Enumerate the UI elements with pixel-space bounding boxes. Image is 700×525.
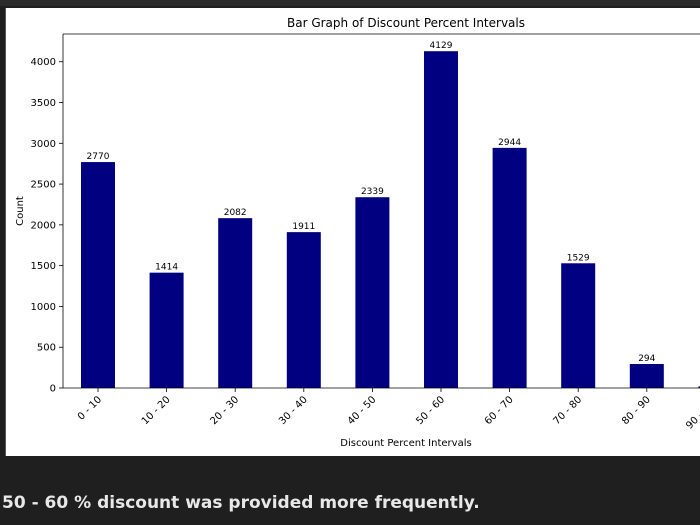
y-tick-label: 1000 xyxy=(31,302,56,313)
y-tick-label: 500 xyxy=(37,343,56,354)
x-tick-label: 80 - 90 xyxy=(620,394,653,427)
bar-20-30 xyxy=(218,218,253,388)
bar-60-70 xyxy=(492,147,527,388)
bar-50-60 xyxy=(424,51,458,388)
bar-90-100 xyxy=(698,386,700,388)
x-axis-label: Discount Percent Intervals xyxy=(340,438,471,449)
y-tick-label: 0 xyxy=(50,384,56,395)
data-label: 1414 xyxy=(155,263,178,273)
x-tick-label: 60 - 70 xyxy=(483,394,516,427)
window-top-bar xyxy=(0,0,700,6)
x-tick-label: 70 - 80 xyxy=(551,394,584,427)
y-tick-label: 4000 xyxy=(31,57,56,68)
bar-80-90 xyxy=(629,364,664,388)
x-tick-label: 40 - 50 xyxy=(346,394,379,427)
bar-10-20 xyxy=(149,272,184,388)
chart-title: Bar Graph of Discount Percent Intervals xyxy=(287,16,525,30)
data-label: 1911 xyxy=(292,222,315,232)
bar-chart: 2770 0 - 10 1414 10 - 20 2082 20 - 30 1911 30 -… xyxy=(15,16,700,449)
y-tick-label: 3000 xyxy=(31,139,56,150)
data-label: 2770 xyxy=(87,152,110,162)
caption-text: 50 - 60 % discount was provided more fre… xyxy=(2,493,480,513)
y-axis-label: Count xyxy=(15,196,26,226)
y-tick-label: 2000 xyxy=(31,220,56,231)
data-label: 294 xyxy=(638,354,655,364)
x-tick-label: 10 - 20 xyxy=(140,394,173,427)
bar-40-50 xyxy=(355,197,390,388)
chart-panel: 2770 0 - 10 1414 10 - 20 2082 20 - 30 1911 30 -… xyxy=(5,8,700,456)
bar-70-80 xyxy=(561,263,596,388)
x-tick-label: 30 - 40 xyxy=(277,394,310,427)
data-label: 4129 xyxy=(430,41,453,51)
bar-0-10 xyxy=(81,162,115,388)
y-tick-label: 1500 xyxy=(31,261,56,272)
y-tick-label: 3500 xyxy=(31,98,56,109)
data-label: 2944 xyxy=(498,138,521,148)
x-tick-label: 90 - 100 xyxy=(684,394,700,431)
data-label: 2082 xyxy=(224,208,247,218)
y-tick-label: 2500 xyxy=(31,180,56,191)
data-label: 2339 xyxy=(361,187,384,197)
x-tick-label: 0 - 10 xyxy=(76,394,104,422)
x-tick-label: 50 - 60 xyxy=(414,394,447,427)
bar-30-40 xyxy=(286,232,321,388)
data-label: 1529 xyxy=(567,253,590,263)
x-tick-label: 20 - 30 xyxy=(208,394,241,427)
